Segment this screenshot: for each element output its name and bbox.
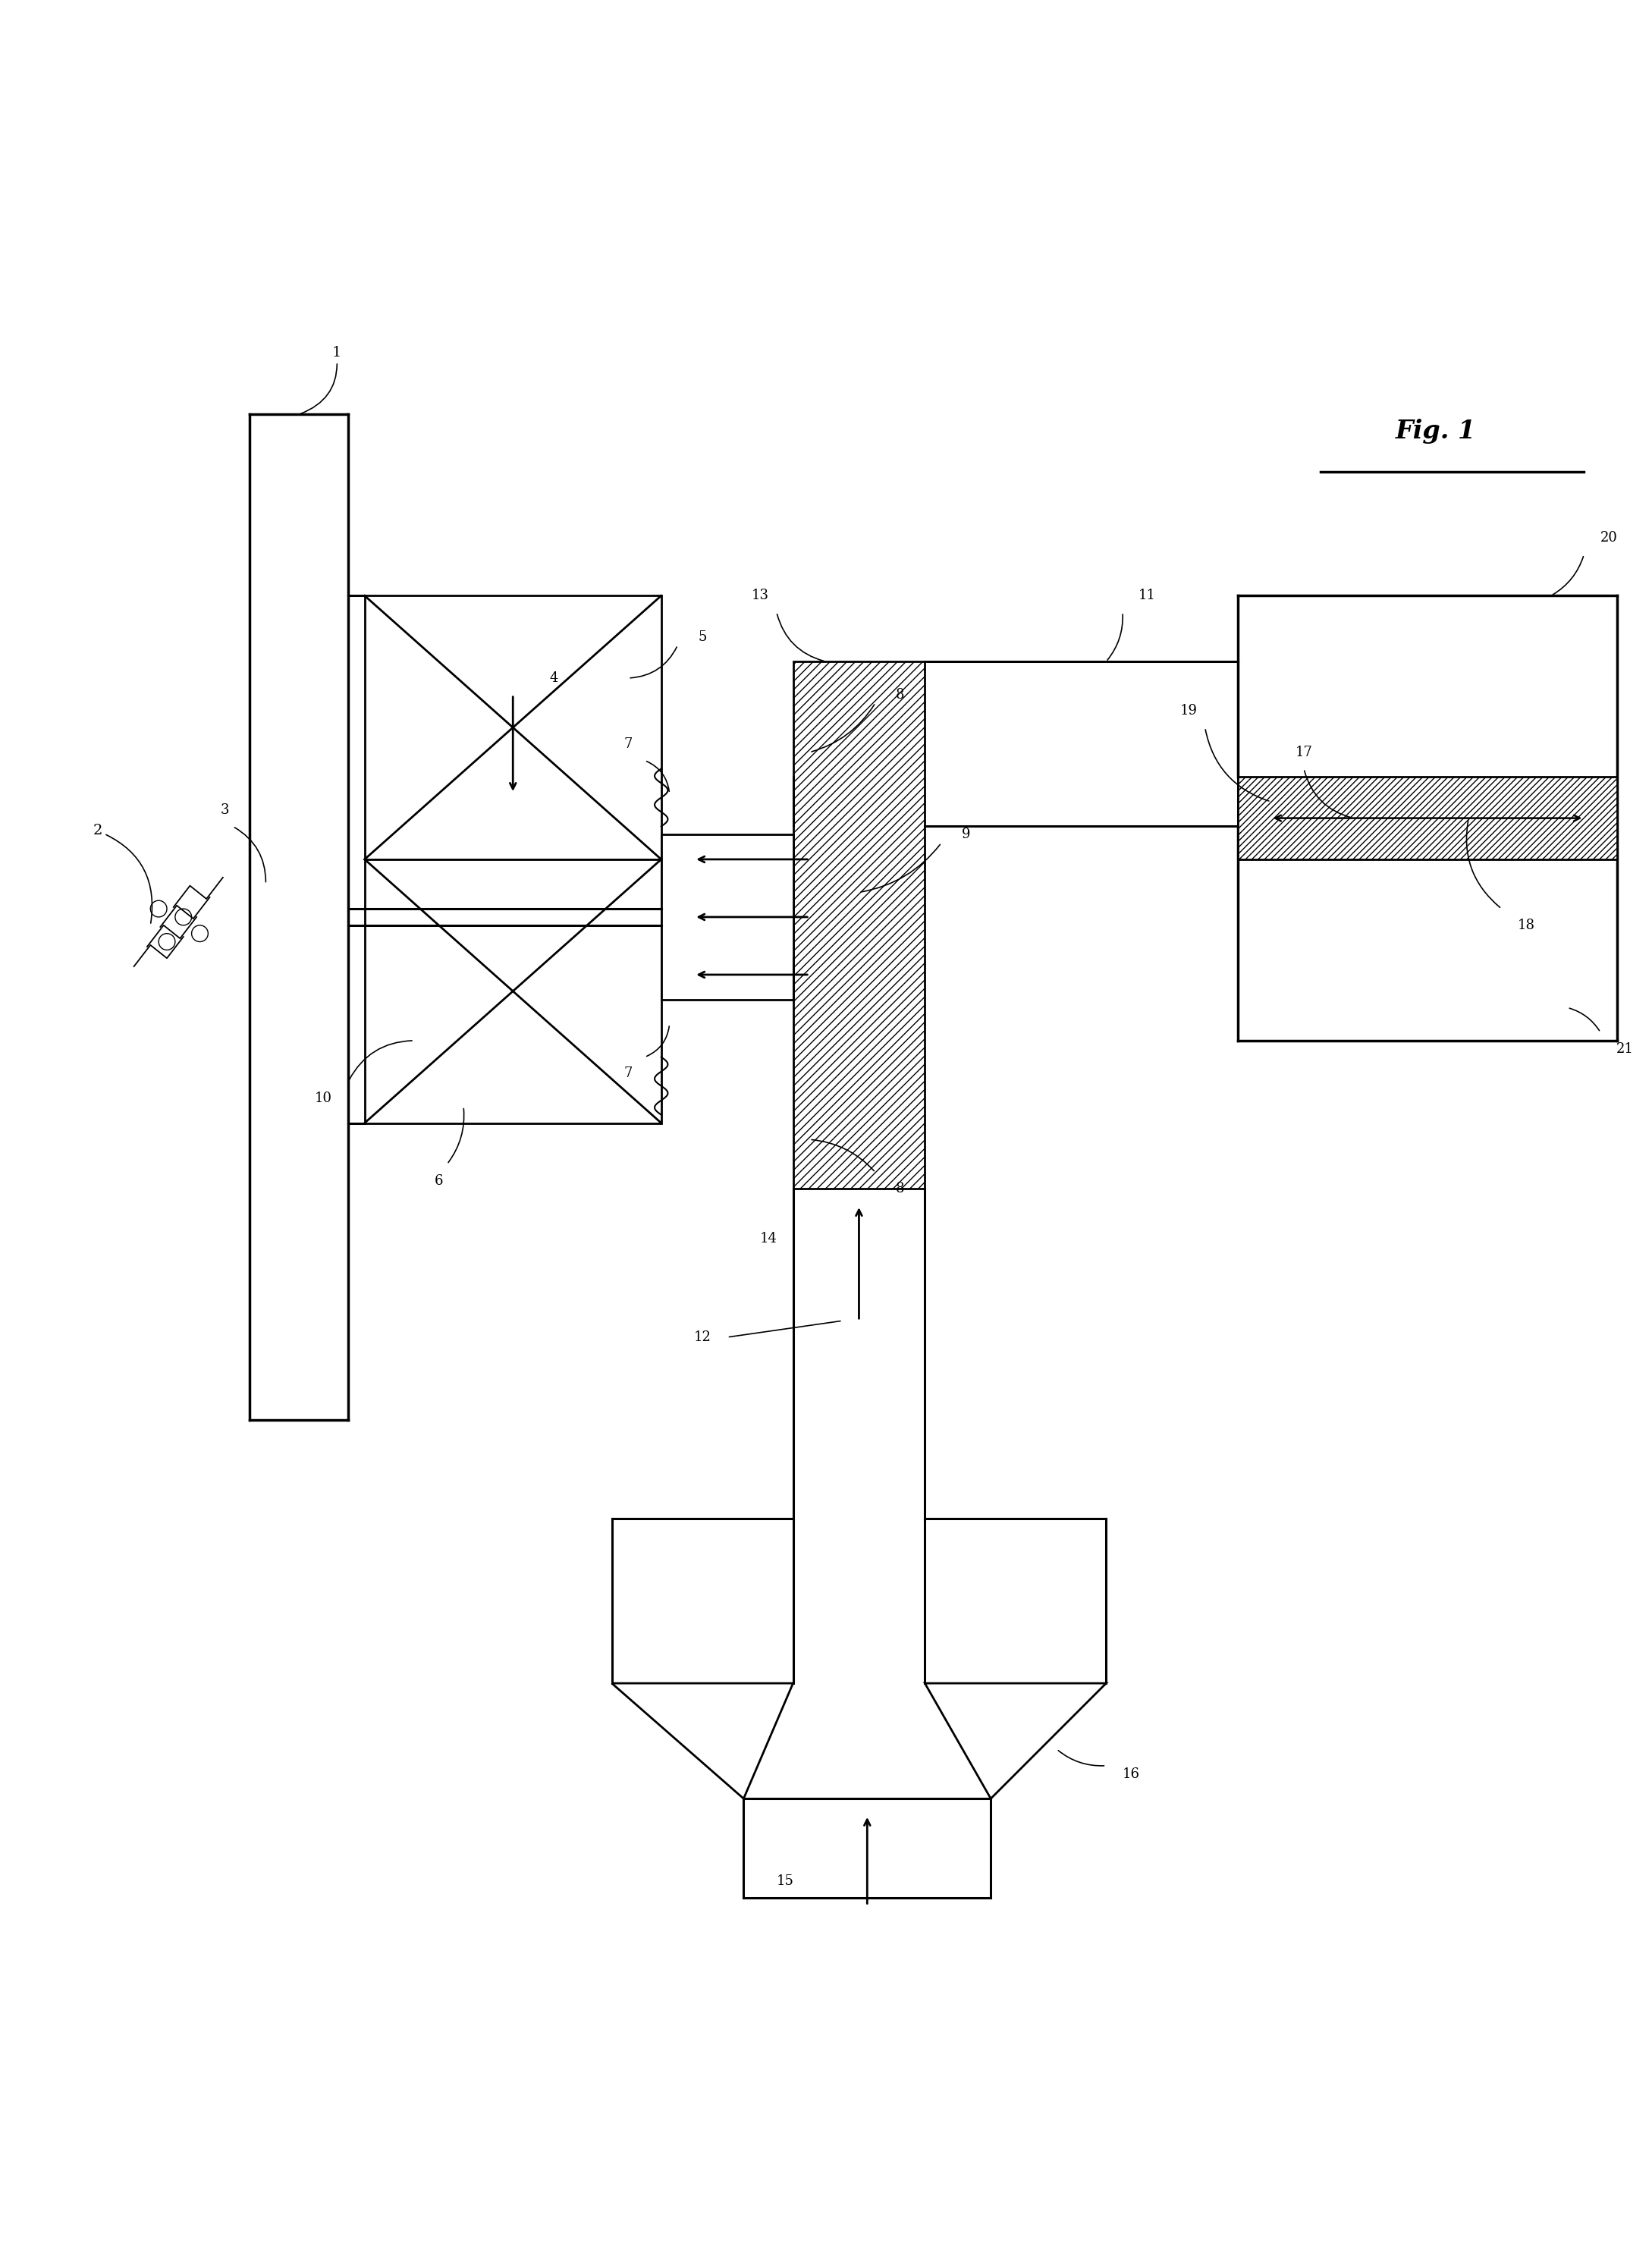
Text: 15: 15	[776, 1873, 793, 1889]
Text: 18: 18	[1518, 919, 1535, 932]
Bar	[661, 836, 793, 999]
Polygon shape	[611, 1682, 793, 1799]
Text: 14: 14	[760, 1231, 776, 1244]
Text: Fig. 1: Fig. 1	[1396, 418, 1475, 442]
Text: 8: 8	[895, 1181, 905, 1195]
Text: 20: 20	[1601, 532, 1617, 546]
Text: 17: 17	[1295, 746, 1313, 759]
Text: 21: 21	[1617, 1042, 1634, 1056]
Bar	[365, 595, 661, 860]
Text: 3: 3	[220, 804, 230, 818]
Polygon shape	[925, 1682, 1107, 1799]
Text: 19: 19	[1180, 705, 1198, 719]
Text: 16: 16	[1122, 1768, 1140, 1781]
Text: 1: 1	[301, 346, 340, 413]
Text: 7: 7	[624, 1067, 633, 1080]
Bar	[365, 860, 661, 1123]
Text: 2: 2	[93, 824, 152, 923]
Text: 10: 10	[314, 1092, 332, 1105]
Text: 6: 6	[434, 1175, 443, 1188]
Text: 5: 5	[699, 631, 707, 645]
Text: 11: 11	[1138, 588, 1156, 602]
Text: 9: 9	[961, 829, 970, 842]
Bar	[793, 663, 925, 1188]
Text: 4: 4	[550, 672, 558, 685]
Bar	[1237, 777, 1617, 860]
Text: 8: 8	[895, 687, 905, 701]
Text: 12: 12	[694, 1330, 710, 1343]
Text: 13: 13	[752, 588, 768, 602]
Text: 7: 7	[624, 737, 633, 750]
